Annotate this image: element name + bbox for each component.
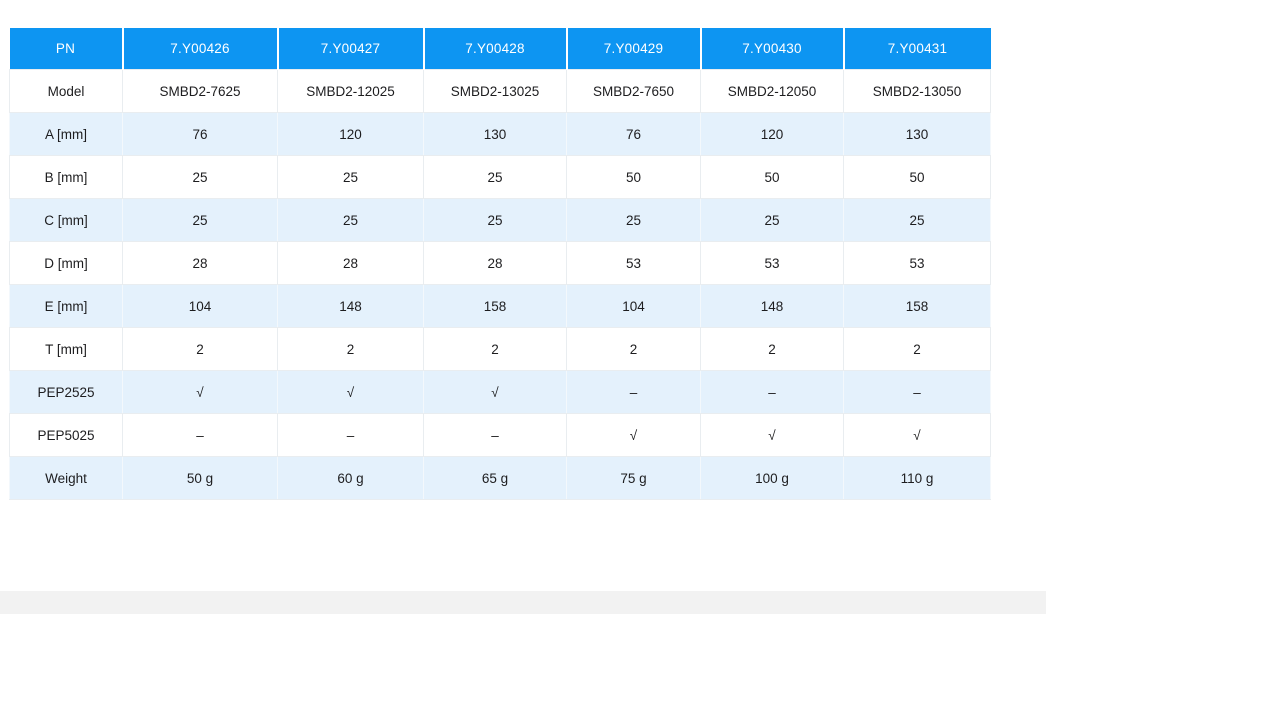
spec-cell: 2 (122, 327, 278, 371)
spec-cell-check: √ (843, 413, 991, 457)
spec-cell: SMBD2-13050 (843, 69, 991, 113)
spec-cell: 28 (277, 241, 424, 285)
spec-cell: 76 (566, 112, 701, 156)
col-header-partnumber: 7.Y00431 (842, 28, 991, 70)
spec-cell-check: √ (277, 370, 424, 414)
spec-cell-dash: – (700, 370, 844, 414)
spec-cell: 25 (843, 198, 991, 242)
spec-cell: SMBD2-13025 (423, 69, 567, 113)
row-label: PEP5025 (9, 413, 123, 457)
spec-cell: 130 (423, 112, 567, 156)
col-header-partnumber: 7.Y00428 (422, 28, 567, 70)
spec-cell: 25 (122, 155, 278, 199)
table-header-row: PN 7.Y00426 7.Y00427 7.Y00428 7.Y00429 7… (9, 28, 991, 70)
spec-cell-check: √ (122, 370, 278, 414)
spec-cell: SMBD2-12025 (277, 69, 424, 113)
table-row-model: Model SMBD2-7625 SMBD2-12025 SMBD2-13025… (9, 69, 991, 113)
spec-cell: 50 (843, 155, 991, 199)
spec-cell: 120 (277, 112, 424, 156)
table-row-pep5025: PEP5025 – – – √ √ √ (9, 413, 991, 457)
spec-cell: 2 (843, 327, 991, 371)
spec-cell: 50 (566, 155, 701, 199)
table-row-c: C [mm] 25 25 25 25 25 25 (9, 198, 991, 242)
spec-cell-dash: – (843, 370, 991, 414)
spec-cell: 110 g (843, 456, 991, 500)
spec-cell: 76 (122, 112, 278, 156)
spec-cell-dash: – (566, 370, 701, 414)
spec-cell: 28 (122, 241, 278, 285)
spec-cell: 53 (700, 241, 844, 285)
spec-cell: 130 (843, 112, 991, 156)
spec-cell: 104 (566, 284, 701, 328)
spec-cell: 60 g (277, 456, 424, 500)
table-row-d: D [mm] 28 28 28 53 53 53 (9, 241, 991, 285)
col-header-pn: PN (9, 28, 123, 70)
row-label: T [mm] (9, 327, 123, 371)
bottom-bar (0, 591, 1046, 614)
row-label: PEP2525 (9, 370, 123, 414)
spec-cell: 100 g (700, 456, 844, 500)
spec-cell: 2 (700, 327, 844, 371)
table-row-t: T [mm] 2 2 2 2 2 2 (9, 327, 991, 371)
row-label: B [mm] (9, 155, 123, 199)
spec-cell: 25 (122, 198, 278, 242)
spec-cell: 50 g (122, 456, 278, 500)
spec-cell: 2 (566, 327, 701, 371)
col-header-partnumber: 7.Y00430 (699, 28, 844, 70)
spec-cell: 104 (122, 284, 278, 328)
table-row-pep2525: PEP2525 √ √ √ – – – (9, 370, 991, 414)
col-header-partnumber: 7.Y00429 (565, 28, 701, 70)
spec-cell: 158 (423, 284, 567, 328)
spec-cell: 25 (277, 198, 424, 242)
table-row-e: E [mm] 104 148 158 104 148 158 (9, 284, 991, 328)
spec-cell: 120 (700, 112, 844, 156)
spec-cell: SMBD2-7625 (122, 69, 278, 113)
product-spec-table: PN 7.Y00426 7.Y00427 7.Y00428 7.Y00429 7… (9, 28, 991, 500)
spec-cell: 25 (566, 198, 701, 242)
spec-cell: 50 (700, 155, 844, 199)
spec-cell-check: √ (700, 413, 844, 457)
spec-cell: 148 (277, 284, 424, 328)
table-row-b: B [mm] 25 25 25 50 50 50 (9, 155, 991, 199)
spec-cell-check: √ (566, 413, 701, 457)
spec-cell-dash: – (423, 413, 567, 457)
spec-cell: 25 (700, 198, 844, 242)
spec-cell: 28 (423, 241, 567, 285)
spec-cell: 25 (423, 198, 567, 242)
spec-cell: 65 g (423, 456, 567, 500)
spec-cell: 148 (700, 284, 844, 328)
spec-cell-dash: – (277, 413, 424, 457)
table-row-a: A [mm] 76 120 130 76 120 130 (9, 112, 991, 156)
spec-cell-check: √ (423, 370, 567, 414)
col-header-partnumber: 7.Y00426 (121, 28, 278, 70)
spec-cell: 2 (277, 327, 424, 371)
spec-cell: 2 (423, 327, 567, 371)
spec-cell: SMBD2-12050 (700, 69, 844, 113)
spec-cell: 53 (843, 241, 991, 285)
spec-cell: 158 (843, 284, 991, 328)
spec-cell: 53 (566, 241, 701, 285)
row-label: E [mm] (9, 284, 123, 328)
row-label: D [mm] (9, 241, 123, 285)
table-row-weight: Weight 50 g 60 g 65 g 75 g 100 g 110 g (9, 456, 991, 500)
spec-cell: SMBD2-7650 (566, 69, 701, 113)
row-label: A [mm] (9, 112, 123, 156)
spec-cell: 25 (423, 155, 567, 199)
spec-cell: 75 g (566, 456, 701, 500)
spec-cell-dash: – (122, 413, 278, 457)
row-label: C [mm] (9, 198, 123, 242)
row-label: Weight (9, 456, 123, 500)
spec-cell: 25 (277, 155, 424, 199)
row-label: Model (9, 69, 123, 113)
col-header-partnumber: 7.Y00427 (276, 28, 424, 70)
